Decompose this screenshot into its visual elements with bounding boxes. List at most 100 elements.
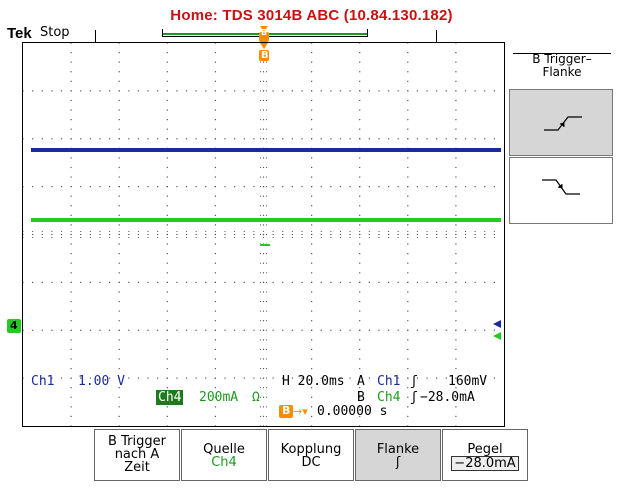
graticule-dot	[260, 128, 261, 130]
graticule-dot	[214, 406, 216, 408]
level-value: −28.0mA	[451, 456, 519, 471]
graticule-dot	[266, 368, 267, 370]
graticule-dot	[266, 61, 267, 63]
graticule-dot	[387, 281, 390, 283]
graticule-dot	[166, 224, 168, 226]
graticule-dot	[484, 281, 486, 283]
graticule-dot	[128, 186, 130, 188]
graticule-dot	[41, 186, 43, 188]
graticule-dot	[320, 329, 322, 331]
graticule-dot	[339, 281, 342, 283]
graticule-dot	[214, 262, 216, 264]
graticule-dot	[455, 224, 457, 226]
graticule-dot	[455, 157, 457, 159]
graticule-dot	[70, 90, 72, 92]
graticule-dot	[260, 358, 261, 360]
graticule-dot	[397, 329, 399, 331]
graticule-dot	[378, 329, 380, 331]
graticule-dot	[51, 90, 53, 92]
graticule-dot	[262, 186, 265, 188]
graticule-dot	[60, 233, 63, 236]
graticule-dot	[234, 186, 236, 188]
graticule-dot	[260, 253, 261, 255]
graticule-dot	[311, 138, 313, 140]
graticule-dot	[388, 231, 390, 232]
graticule-dot	[214, 377, 216, 379]
graticule-dot	[70, 396, 72, 398]
graticule-dot	[474, 233, 476, 236]
graticule-dot	[176, 377, 178, 379]
graticule-dot	[118, 42, 120, 44]
graticule-dot	[262, 90, 265, 92]
graticule-dot	[70, 310, 72, 312]
graticule-dot	[262, 329, 265, 331]
softkey-level[interactable]: Pegel −28.0mA	[442, 429, 528, 481]
graticule-dot	[234, 237, 236, 238]
graticule-dot	[359, 300, 361, 303]
graticule-dot	[224, 90, 226, 92]
graticule-dot	[262, 348, 265, 350]
graticule-dot	[166, 300, 168, 303]
graticule-dot	[22, 231, 24, 232]
graticule-dot	[60, 90, 63, 92]
graticule-dot	[166, 233, 168, 236]
side-option-rising-edge[interactable]	[509, 89, 613, 156]
graticule-dot	[137, 281, 140, 283]
graticule-dot	[339, 231, 341, 232]
graticule-dot	[291, 233, 293, 236]
graticule-dot	[493, 329, 495, 331]
graticule-dot	[214, 195, 216, 197]
graticule-dot	[243, 138, 245, 140]
graticule-dot	[118, 195, 120, 197]
graticule-dot	[89, 90, 91, 92]
graticule-dot	[118, 157, 120, 159]
graticule-dot	[266, 186, 267, 188]
graticule-dot	[224, 231, 226, 232]
graticule-dot	[80, 237, 82, 238]
graticule-dot	[89, 281, 91, 283]
graticule-dot	[253, 233, 255, 236]
graticule-dot	[70, 291, 72, 293]
graticule-dot	[311, 51, 313, 54]
graticule-dot	[464, 90, 467, 92]
graticule-dot	[474, 377, 476, 379]
softkey-coupling[interactable]: Kopplung DC	[268, 429, 354, 481]
graticule-dot	[416, 281, 419, 283]
graticule-dot	[70, 253, 72, 255]
softkey-slope[interactable]: Flanke ʃ	[355, 429, 441, 481]
graticule-dot	[41, 138, 43, 140]
graticule-dot	[311, 90, 313, 92]
graticule-dot	[262, 214, 265, 216]
graticule-dot	[416, 186, 419, 188]
graticule-dot	[266, 99, 267, 101]
graticule-dot	[260, 119, 261, 121]
graticule-dot	[108, 90, 111, 92]
graticule-dot	[70, 300, 72, 303]
graticule-dot	[118, 310, 120, 312]
side-option-falling-edge[interactable]	[509, 157, 613, 224]
ch4-ground-label: 4	[10, 319, 18, 332]
softkey-source[interactable]: Quelle Ch4	[181, 429, 267, 481]
graticule-dot	[185, 186, 188, 188]
graticule-dot	[166, 166, 168, 169]
graticule-dot	[260, 320, 261, 322]
graticule-dot	[205, 329, 207, 331]
graticule-dot	[260, 71, 261, 73]
graticule-dot	[128, 138, 130, 140]
graticule-dot	[266, 291, 267, 293]
graticule-dot	[311, 310, 313, 312]
graticule-dot	[214, 329, 216, 331]
graticule-dot	[214, 166, 216, 169]
graticule-dot	[349, 138, 351, 140]
graticule-dot	[407, 272, 409, 274]
graticule-dot	[260, 406, 261, 408]
graticule-dot	[32, 186, 34, 188]
softkey-label: Kopplung	[280, 442, 342, 457]
graticule-dot	[118, 272, 120, 274]
graticule-dot	[416, 329, 419, 331]
softkey-b-trigger-after-a[interactable]: B Trigger nach A Zeit	[94, 429, 180, 481]
graticule-dot	[445, 377, 447, 379]
graticule-dot	[426, 377, 428, 379]
graticule-dot	[166, 138, 168, 140]
graticule-dot	[378, 90, 380, 92]
